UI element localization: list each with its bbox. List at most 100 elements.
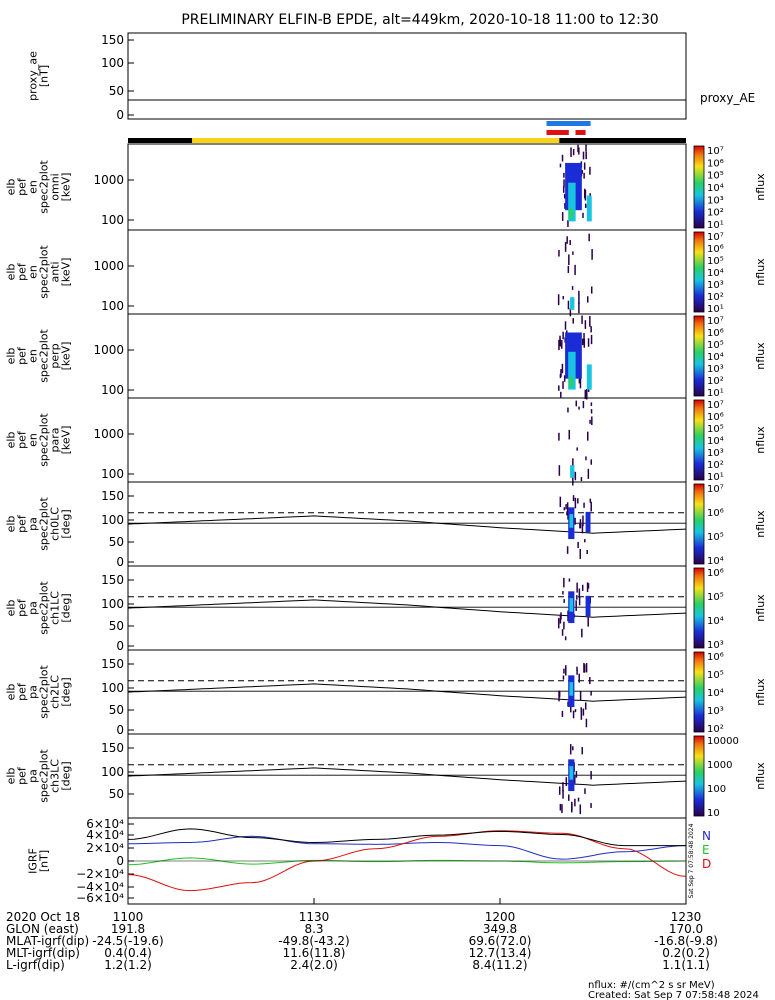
spectrum-pixel <box>564 242 567 252</box>
x-tick-value: 11.6(11.8) <box>283 946 346 960</box>
spectrum-pixel <box>583 664 586 673</box>
colorbar-tick-label: 10⁷ <box>707 316 724 327</box>
spectrum-pixel <box>582 515 584 527</box>
spectrum-pixel <box>560 369 562 377</box>
panel-ylabel-line: [keV] <box>60 342 73 371</box>
spectrum-pixel <box>585 144 587 152</box>
spectrum-pixel <box>574 471 577 481</box>
loss-cone-line <box>127 515 687 534</box>
y-tick-label: 150 <box>101 489 124 503</box>
spectrum-pixel <box>589 166 591 175</box>
spectrum-pixel <box>557 618 560 629</box>
panel-ylabel-line: spec2plot <box>38 749 51 803</box>
colorbar-tick-label: 10⁶ <box>707 412 724 423</box>
footer-unit: nflux: #/(cm^2 s sr MeV) <box>588 980 715 991</box>
footer-created: Created: Sat Sep 7 07:58:48 2024 <box>588 990 759 1000</box>
x-tick-label: 1200 <box>485 910 516 924</box>
spectrum-pixel <box>559 614 562 624</box>
x-tick-label: 1100 <box>113 910 144 924</box>
panel-frame <box>127 229 687 315</box>
spectrum-pixel <box>561 212 564 221</box>
spectrum-pixel <box>558 786 561 795</box>
y-tick-label: 100 <box>101 467 124 481</box>
y-tick-label: 1000 <box>93 343 124 357</box>
panel-ylabel-line: pa <box>27 601 40 615</box>
panel-ylabel-line: ch0LC <box>49 507 62 541</box>
spectrum-pixel <box>559 335 561 347</box>
x-tick-value: 349.8 <box>483 922 517 936</box>
colorbar-tick-label: 10² <box>707 724 724 735</box>
panel-ylabel: elbpefpaspec2plotch1LC[deg] <box>5 581 73 635</box>
panel-ylabel-line: spec2plot <box>38 413 51 467</box>
spectrum-pixel <box>585 456 587 461</box>
spectrum-pixel <box>558 339 560 351</box>
spectrum-pixel <box>558 385 560 391</box>
colorbar-tick-label: 10⁶ <box>707 244 724 255</box>
spectrum-pixel <box>586 296 589 303</box>
panel-frame <box>127 481 687 567</box>
spectrum-pixel <box>572 710 575 719</box>
spectrum-pixel <box>581 170 584 174</box>
spectrum-pixel <box>572 318 574 324</box>
panel-ylabel-line: [deg] <box>60 593 73 622</box>
spectrum-core <box>570 297 575 310</box>
y-tick-label: 1000 <box>93 259 124 273</box>
panel-ylabel-line: en <box>27 180 40 194</box>
spectrum-pixel <box>584 539 586 543</box>
spectrum-pixel <box>576 447 578 451</box>
spectrum-pixel <box>589 419 591 424</box>
x-tick-value: 170.0 <box>669 922 703 936</box>
spectrum-pixel <box>558 465 561 476</box>
spectrum-pixel <box>578 673 580 683</box>
panel-ylabel: elbpefpaspec2plotch2LC[deg] <box>5 665 73 719</box>
spectrum-pixel <box>574 709 577 713</box>
spectrum-pixel <box>567 266 570 274</box>
spectrum-pixel <box>567 513 569 520</box>
spectrum-pixel <box>569 308 572 317</box>
colorbar-tick-label: 10⁴ <box>707 436 724 447</box>
spectrum-pixel <box>574 775 576 784</box>
panel-ylabel-line: pef <box>16 177 29 196</box>
spectrum-pixel <box>584 788 586 794</box>
spectrum-pixel <box>577 498 579 504</box>
spectrum-pixel <box>561 340 563 349</box>
spectrum-pixel <box>565 777 568 786</box>
spectrum-pixel <box>574 497 577 509</box>
spectrum-pixel <box>563 668 565 674</box>
panel-ylabel-line: para <box>49 428 62 453</box>
spectrum-pixel <box>590 409 593 414</box>
colorbar-tick-label: 10³ <box>707 195 724 206</box>
panel-ylabel: elbpefpaspec2plotch0LC[deg] <box>5 497 73 551</box>
spectrum-pixel <box>590 501 592 512</box>
spectrum-pixel <box>585 151 587 160</box>
panel-ylabel-line: [deg] <box>60 677 73 706</box>
spectrum-core <box>568 208 574 219</box>
x-tick-value: -24.5(-19.6) <box>92 934 163 948</box>
igrf-legend-E: E <box>702 843 710 857</box>
panel-ylabel-line: [nT] <box>38 850 51 872</box>
y-tick-label: −2×10⁴ <box>76 867 124 881</box>
colorbar-tick-label: 10⁷ <box>707 484 724 495</box>
x-axis-row-label: L-igrf(dip) <box>6 958 65 972</box>
colorbar-tick-label: 10000 <box>707 736 739 747</box>
spectrum-pixel <box>560 391 562 398</box>
colorbar-tick-label: 10⁵ <box>707 592 724 603</box>
y-tick-label: 100 <box>101 383 124 397</box>
spectrum-pixel <box>580 709 583 720</box>
igrf-legend-D: D <box>702 857 711 871</box>
spectrum-pixel <box>583 502 585 508</box>
colorbar-unit-label: nflux <box>754 342 767 370</box>
panel-ylabel-line: pa <box>27 517 40 531</box>
panel-ylabel-line: [deg] <box>60 761 73 790</box>
spectrum-pixel <box>576 595 578 600</box>
pa-core <box>569 598 574 612</box>
x-axis-row-label: GLON (east) <box>6 922 79 936</box>
panel-ylabel-line: spec2plot <box>38 329 51 383</box>
x-tick-value: 2.4(2.0) <box>290 958 338 972</box>
spectrum-core <box>568 351 576 390</box>
colorbar-tick-label: 10⁶ <box>707 328 724 339</box>
panel-ylabel-line: pef <box>16 766 29 785</box>
spectrum-core <box>586 364 592 390</box>
pa-core <box>585 595 591 617</box>
